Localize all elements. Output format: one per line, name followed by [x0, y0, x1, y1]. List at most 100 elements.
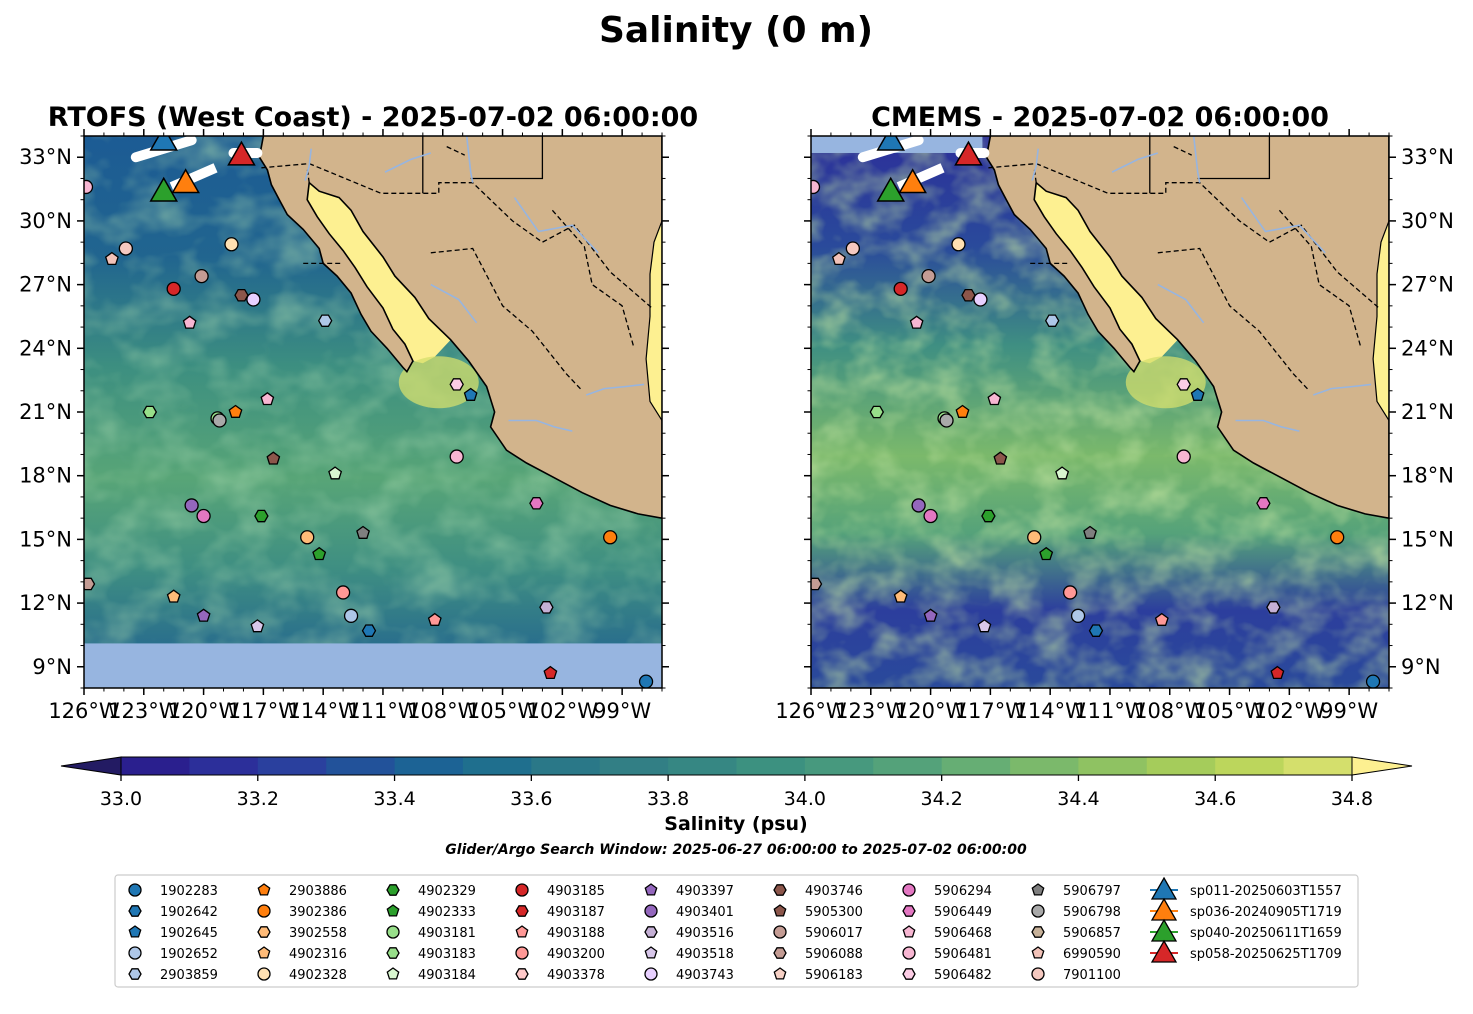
legend-label: 3902558	[289, 926, 347, 941]
colorbar-bin	[1283, 757, 1353, 775]
x-tick-label: 120°W	[895, 699, 967, 723]
float-marker	[250, 619, 265, 633]
colorbar: 33.0 33.2 33.4 33.6 33.8 34.0 34.2 34.4 34.6 34.8	[60, 756, 1413, 810]
river-line	[1111, 152, 1159, 173]
rtofs-axes: 126°W123°W120°W117°W114°W111°W108°W105°W…	[19, 129, 669, 723]
legend-label: 4903200	[547, 947, 605, 962]
y-tick-label: 30°N	[19, 209, 72, 233]
border-line	[551, 209, 635, 349]
x-tick-label: 102°W	[1254, 699, 1326, 723]
legend: 1902283 1902642 1902645 1902652 2903859 29038…	[114, 874, 1359, 988]
legend-label: 4903181	[418, 926, 476, 941]
x-tick-label: 111°W	[1074, 699, 1146, 723]
float-marker	[869, 405, 885, 419]
legend-marker	[257, 946, 271, 959]
figure-title: Salinity (0 m)	[599, 10, 873, 51]
float-marker	[212, 413, 227, 428]
legend-label: sp036-20240905T1719	[1190, 905, 1342, 920]
float-marker	[1070, 608, 1086, 623]
legend-marker	[128, 905, 142, 917]
legend-marker	[386, 884, 400, 896]
legend-label: 5906449	[934, 905, 992, 920]
glider-marker	[876, 176, 906, 202]
float-marker	[254, 509, 269, 523]
x-tick-label: 117°W	[228, 699, 300, 723]
x-tick-label: 111°W	[347, 699, 419, 723]
float-marker	[224, 237, 239, 252]
colorbar-tick-label: 34.6	[1194, 788, 1236, 810]
legend-label: 4902328	[289, 968, 347, 983]
legend-marker	[257, 883, 271, 896]
float-marker	[1256, 497, 1271, 510]
border-line	[1197, 136, 1271, 180]
colorbar-tick-label: 34.0	[784, 788, 826, 810]
y-tick-label: 9°N	[32, 655, 72, 679]
legend-marker	[902, 946, 916, 960]
legend-marker	[1031, 967, 1045, 981]
legend-marker	[128, 925, 142, 938]
colorbar-bin	[121, 757, 190, 775]
legend-marker	[515, 905, 529, 917]
float-marker	[260, 391, 275, 406]
float-marker	[300, 530, 315, 545]
float-marker	[893, 281, 908, 297]
float-marker	[543, 665, 558, 680]
legend-label: 1902652	[160, 947, 218, 962]
float-marker	[166, 589, 181, 603]
float-marker	[184, 498, 199, 513]
y-tick-label: 24°N	[1401, 336, 1454, 360]
legend-label: 4903397	[676, 884, 734, 899]
legend-marker	[773, 925, 787, 939]
y-tick-label: 27°N	[1401, 273, 1454, 297]
legend-marker	[386, 904, 400, 917]
river-line	[1235, 419, 1300, 432]
legend-marker	[515, 925, 529, 938]
river-line	[513, 197, 599, 254]
legend-marker	[773, 947, 787, 959]
legend-marker	[902, 968, 916, 980]
legend-marker	[773, 884, 787, 896]
colorbar-tick-label: 33.4	[373, 788, 415, 810]
colorbar-tick-label: 33.0	[100, 788, 142, 810]
x-tick-label: 120°W	[168, 699, 240, 723]
float-marker	[328, 466, 343, 480]
y-tick-label: 33°N	[1401, 145, 1454, 169]
float-marker	[951, 237, 966, 252]
float-marker	[166, 281, 181, 297]
legend-marker	[644, 946, 658, 959]
gulf-of-mexico-edge	[1372, 220, 1389, 422]
river-line	[430, 283, 478, 324]
legend-label: 5906088	[805, 947, 863, 962]
x-tick-label: 117°W	[955, 699, 1027, 723]
legend-label: sp040-20250611T1659	[1190, 926, 1342, 941]
river-line	[304, 148, 312, 181]
river-line	[384, 152, 432, 173]
legend-label: 2903886	[289, 884, 347, 899]
glider-marker	[171, 168, 200, 194]
y-tick-label: 15°N	[1401, 527, 1454, 551]
colorbar-bin	[326, 757, 396, 775]
legend-label: 4903378	[547, 968, 605, 983]
legend-label: 2903859	[160, 968, 218, 983]
colorbar-bin	[1078, 757, 1148, 775]
legend-marker	[386, 967, 400, 980]
land	[258, 136, 662, 520]
legend-label: 4902316	[289, 947, 347, 962]
colorbar-bin	[257, 757, 327, 775]
river-line	[1192, 136, 1201, 183]
legend-label: 4902329	[418, 884, 476, 899]
float-marker	[182, 315, 197, 329]
y-tick-label: 21°N	[19, 400, 72, 424]
x-tick-label: 114°W	[287, 699, 359, 723]
float-marker	[1055, 466, 1070, 480]
float-marker	[1270, 665, 1285, 680]
river-line	[1031, 148, 1039, 181]
border-line	[446, 146, 465, 156]
legend-label: 4903184	[418, 968, 476, 983]
float-marker	[142, 405, 158, 419]
rtofs-field	[84, 136, 662, 688]
legend-label: 5906481	[934, 947, 992, 962]
float-marker	[1027, 530, 1042, 545]
cmems-map: CMEMS - 2025-07-02 06:00:00126°W123°W120…	[775, 102, 1454, 723]
glider-marker	[227, 140, 256, 166]
